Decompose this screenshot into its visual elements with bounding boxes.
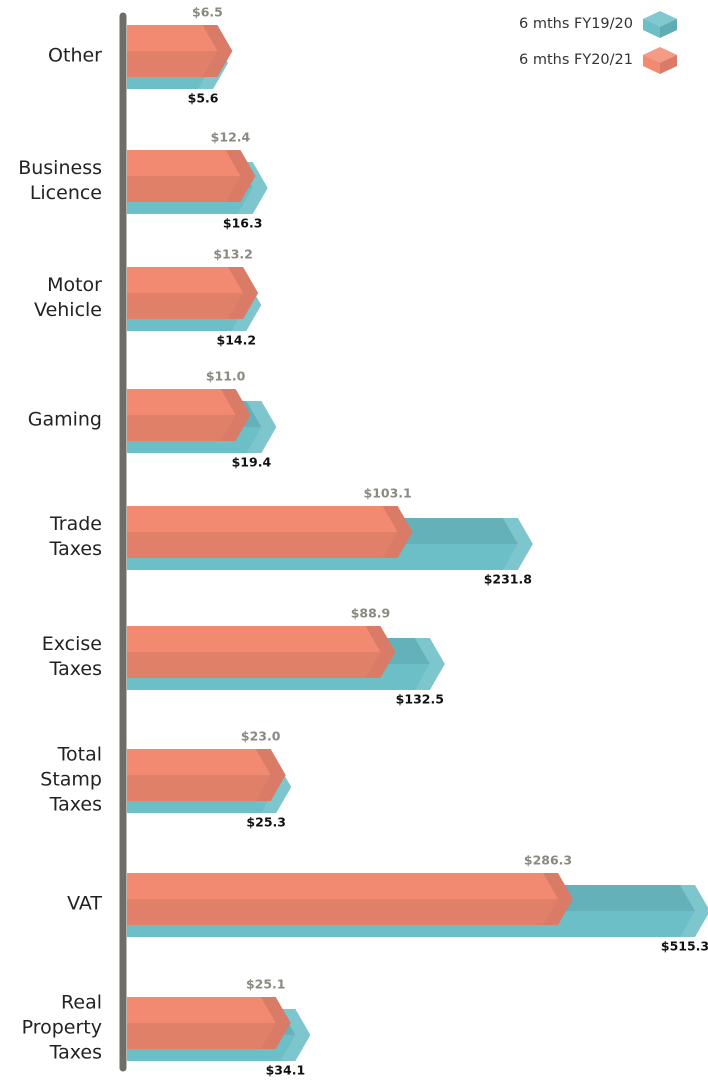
value-label: $12.4 [211,130,251,145]
bar-shade [127,652,381,678]
category-label: Trade Taxes [0,512,102,562]
value-label: $286.3 [524,853,572,868]
bar-group [127,749,286,801]
legend-swatch-top [643,47,677,63]
bar-group [127,873,574,925]
bar-group [127,997,291,1049]
bar-group [127,150,256,202]
bar-cap [220,389,251,441]
bar-cap [543,873,574,925]
value-label: $103.1 [364,486,412,501]
bar-cap-shade [680,885,708,937]
bar-cap [225,150,256,202]
bar-cap [260,997,291,1049]
bar-cap-shade [220,389,251,441]
bar [127,389,236,441]
value-label: $11.0 [206,369,246,384]
bar-cap [502,518,533,570]
value-label: $5.6 [188,91,219,106]
bar-group [127,626,396,678]
bar-shade [127,176,241,202]
bar-cap-shade [260,997,291,1049]
category-label: Excise Taxes [0,632,102,682]
value-label: $13.2 [213,247,253,262]
value-label: $88.9 [351,606,391,621]
bar-shade [127,775,271,801]
value-label: $25.1 [246,977,286,992]
category-text: Motor Vehicle [34,274,102,321]
bar-group [127,389,251,441]
bar-group [127,267,259,319]
category-label: Motor Vehicle [0,273,102,323]
value-label: $231.8 [484,572,532,587]
bar [127,626,381,678]
bar [127,267,244,319]
bar-cap-shade [502,518,533,570]
bar [127,506,398,558]
value-label: $515.3 [661,939,708,954]
bar-shade [127,293,244,319]
value-label: $14.2 [217,333,257,348]
legend-label: 6 mths FY19/20 [519,16,633,32]
bar [127,25,218,77]
bar-cap [680,885,708,937]
bar-cap-shade [382,506,413,558]
bar-cap [228,267,259,319]
bar-cap-shade [365,626,396,678]
category-label: Gaming [0,408,102,433]
bar [127,997,276,1049]
bar-cap-shade [202,25,233,77]
bar-shade [127,415,236,441]
legend-swatch [643,11,677,38]
category-label: Other [0,44,102,69]
category-text: Trade Taxes [49,513,102,560]
legend-swatch-top [643,11,677,27]
legend-swatch-side [660,55,677,74]
bar-cap [255,749,286,801]
bar-group [127,25,233,77]
bar-cap [202,25,233,77]
value-label: $132.5 [396,692,444,707]
category-label: Real Property Taxes [0,991,102,1066]
value-label: $25.3 [246,815,286,830]
value-label: $16.3 [223,216,263,231]
bar-shade [127,51,218,77]
bar [127,873,559,925]
legend-swatch-side [660,19,677,38]
bar [127,150,241,202]
category-text: VAT [67,892,102,915]
category-text: Other [48,44,102,67]
category-text: Gaming [27,408,102,431]
bar-cap [382,506,413,558]
bar-group [127,506,413,558]
bar-shade [127,1023,276,1049]
category-text: Excise Taxes [41,633,102,680]
bar-cap [365,626,396,678]
bar-cap-shade [228,267,259,319]
category-label: Business Licence [0,156,102,206]
bar-cap-shade [255,749,286,801]
bar-shade [127,532,398,558]
value-label: $19.4 [232,455,272,470]
category-text: Total Stamp Taxes [40,743,102,816]
category-text: Business Licence [18,157,102,204]
legend-swatch [643,47,677,74]
value-label: $6.5 [192,5,223,20]
legend-label: 6 mths FY20/21 [519,52,633,68]
value-label: $23.0 [241,729,281,744]
category-text: Real Property Taxes [21,991,102,1064]
bar-cap [414,638,445,690]
category-label: VAT [0,892,102,917]
value-label: $34.1 [266,1063,306,1078]
bar-cap-shade [543,873,574,925]
bar-cap-shade [246,401,277,453]
bar-cap [246,401,277,453]
bar [127,749,271,801]
bar-cap-shade [414,638,445,690]
bar-cap-shade [225,150,256,202]
category-label: Total Stamp Taxes [0,743,102,818]
bar-shade [127,899,559,925]
